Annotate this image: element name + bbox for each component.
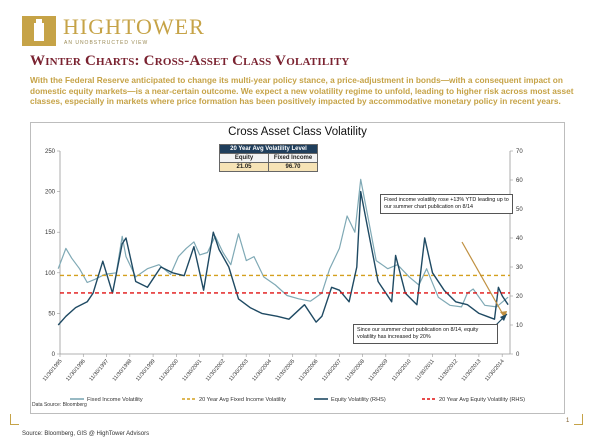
x-tick-label: 11/30/2009 [368, 358, 390, 382]
table-col-fixed-income: Fixed Income [268, 153, 318, 163]
page-title: Winter Charts: Cross-Asset Class Volatil… [30, 53, 350, 69]
legend-label: 20 Year Avg Fixed Income Volatility [199, 397, 286, 403]
x-tick-label: 11/30/2010 [391, 358, 413, 382]
x-tick-label: 11/30/2001 [181, 358, 203, 382]
volatility-chart: 0 50 100 150 200 250 0 10 20 30 40 50 60 70 11/30/1995… [42, 149, 525, 403]
y-left-tick-label: 50 [48, 311, 55, 317]
equity-volatility-line [57, 190, 509, 326]
x-tick-label: 11/30/2011 [414, 358, 435, 382]
y-right-tick-label: 0 [516, 352, 520, 358]
table-val-equity: 21.05 [219, 162, 269, 172]
x-tick-label: 11/30/2012 [437, 358, 459, 382]
y-left-tick-label: 0 [52, 352, 56, 358]
legend-label: Fixed Income Volatility [87, 397, 143, 403]
corner-mark-left [10, 414, 19, 425]
x-tick-label: 11/30/2004 [251, 358, 273, 382]
table-col-equity: Equity [219, 153, 269, 163]
x-tick-label: 11/30/2014 [484, 358, 506, 382]
annotation-arrowhead-equity [500, 314, 507, 321]
logo-mark [22, 16, 56, 46]
x-tick-label: 11/30/1995 [42, 358, 64, 382]
y-right-tick-label: 60 [516, 178, 523, 184]
x-tick-label: 11/30/2013 [461, 358, 483, 382]
legend-label: 20 Year Avg Equity Volatility (RHS) [439, 397, 525, 403]
logo-name: HIGHTOWER [63, 14, 205, 39]
y-left-tick-label: 200 [45, 190, 56, 196]
annotation-arrow-fixed-income [461, 241, 506, 319]
table-header: 20 Year Avg Volatility Level [219, 144, 318, 154]
y-right-tick-label: 20 [516, 294, 523, 300]
x-tick-label: 11/30/1997 [88, 358, 110, 382]
x-tick-label: 11/30/2008 [344, 358, 366, 382]
y-left-tick-label: 150 [45, 230, 56, 236]
x-tick-label: 11/30/2003 [228, 358, 250, 382]
x-tick-label: 11/30/1996 [65, 358, 87, 382]
y-right-tick-label: 10 [516, 323, 523, 329]
table-val-fixed-income: 96.70 [268, 162, 318, 172]
footer-source: Source: Bloomberg, GIS @ HighTower Advis… [22, 431, 150, 437]
y-left-tick-label: 250 [45, 149, 56, 155]
x-tick-label: 11/30/2005 [275, 358, 297, 382]
intro-paragraph: With the Federal Reserve anticipated to … [30, 75, 574, 107]
chart-title: Cross Asset Class Volatility [228, 126, 367, 138]
x-tick-label: 11/30/2006 [298, 358, 320, 382]
page-number: 1 [566, 418, 570, 424]
legend-label: Equity Volatility (RHS) [331, 397, 386, 403]
logo-tagline: AN UNOBSTRUCTED VIEW [64, 40, 149, 46]
y-right-tick-label: 70 [516, 149, 523, 155]
x-tick-label: 11/30/1999 [135, 358, 157, 382]
corner-mark-right [574, 414, 583, 425]
annotation-equity: Since our summer chart publication on 8/… [353, 324, 498, 344]
annotation-fixed-income: Fixed income volatility rose +13% YTD le… [380, 194, 513, 214]
x-tick-label: 11/30/2002 [205, 358, 227, 382]
y-right-tick-label: 30 [516, 265, 523, 271]
x-tick-label: 11/30/1998 [112, 358, 134, 382]
y-right-tick-label: 50 [516, 207, 523, 213]
data-source: Data Source: Bloomberg [32, 402, 87, 408]
y-left-tick-label: 100 [45, 271, 56, 277]
x-tick-label: 11/30/2000 [158, 358, 180, 382]
y-right-tick-label: 40 [516, 236, 523, 242]
x-tick-label: 11/30/2007 [321, 358, 343, 382]
avg-volatility-table: 20 Year Avg Volatility Level Equity Fixe… [219, 144, 318, 172]
